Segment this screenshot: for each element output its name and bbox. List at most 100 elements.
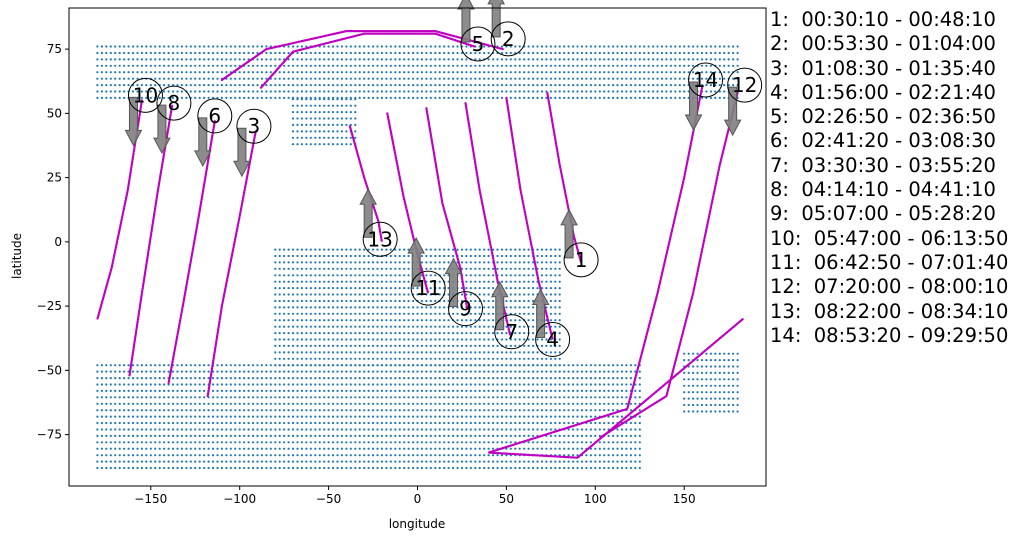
marker-label: 7	[505, 320, 518, 344]
arrow-down-icon	[233, 127, 251, 178]
marker-7: 7	[490, 280, 530, 350]
legend-entry: 11: 06:42:50 - 07:01:40	[770, 250, 1009, 274]
marker-1: 1	[560, 208, 599, 278]
marker-circle	[727, 67, 763, 103]
arrow-down-icon	[124, 96, 143, 147]
marker-2: 2	[487, 0, 526, 57]
track-5	[259, 32, 476, 89]
x-tick-label: 150	[673, 492, 696, 506]
legend-entry: 12: 07:20:00 - 08:00:10	[770, 275, 1009, 299]
marker-circle	[490, 21, 526, 57]
y-tick-label: 0	[54, 235, 62, 249]
marker-circle	[448, 291, 484, 327]
legend-entry: 14: 08:53:20 - 09:29:50	[770, 323, 1009, 347]
marker-9: 9	[444, 257, 484, 327]
arrow-up-icon	[457, 0, 475, 43]
track-2	[220, 30, 504, 82]
y-tick-label: 50	[47, 106, 62, 120]
marker-label: 12	[732, 73, 757, 97]
track-4	[505, 96, 554, 341]
marker-label: 6	[208, 104, 221, 128]
x-axis: −150 −100 −50 0 50 100 150	[134, 486, 696, 506]
land-region	[96, 364, 641, 470]
x-tick-label: 100	[584, 492, 607, 506]
marker-circle	[156, 85, 192, 121]
legend: 1: 00:30:10 - 00:48:10 2: 00:53:30 - 01:0…	[770, 8, 1008, 348]
arrow-down-icon	[193, 117, 212, 167]
track-9	[425, 107, 469, 310]
marker-13: 13	[359, 188, 398, 257]
marker-circle	[362, 221, 398, 257]
track-1	[546, 91, 583, 264]
legend-entry: 8: 04:14:10 - 04:41:10	[770, 178, 996, 202]
marker-label: 10	[133, 83, 158, 107]
land-region	[683, 352, 739, 413]
marker-label: 1	[575, 248, 588, 272]
marker-4: 4	[531, 288, 571, 358]
track-6	[167, 120, 216, 385]
x-tick-label: 50	[499, 492, 514, 506]
land-points	[96, 45, 739, 470]
arrow-up-icon	[407, 237, 426, 287]
track-11	[386, 112, 430, 295]
marker-circle	[494, 314, 530, 350]
x-axis-label: longitude	[389, 517, 446, 531]
track-lines	[96, 30, 744, 459]
legend-entry: 7: 03:30:30 - 03:55:20	[770, 153, 996, 177]
marker-circle	[535, 322, 571, 358]
track-14	[488, 86, 744, 459]
marker-label: 5	[472, 32, 485, 56]
legend-entry: 3: 01:08:30 - 01:35:40	[770, 56, 996, 80]
arrow-up-icon	[359, 188, 377, 238]
y-tick-label: −25	[37, 299, 62, 313]
arrow-up-icon	[490, 280, 509, 331]
marker-label: 3	[248, 114, 261, 138]
marker-3: 3	[233, 108, 272, 178]
land-region	[96, 45, 739, 99]
y-tick-label: −50	[37, 363, 62, 377]
legend-entry: 2: 00:53:30 - 01:04:00	[770, 32, 996, 56]
y-tick-label: 25	[47, 171, 62, 185]
y-tick-label: 75	[47, 42, 62, 56]
marker-12: 12	[723, 67, 763, 137]
marker-label: 9	[459, 297, 472, 321]
marker-10: 10	[124, 77, 163, 147]
arrow-up-icon	[487, 0, 506, 38]
legend-entry: 5: 02:26:50 - 02:36:50	[770, 105, 996, 129]
legend-entry: 9: 05:07:00 - 05:28:20	[770, 202, 996, 226]
x-tick-label: 0	[414, 492, 422, 506]
marker-circle	[563, 242, 599, 278]
marker-6: 6	[193, 98, 233, 167]
track-12	[599, 91, 739, 439]
track-10	[96, 99, 143, 321]
legend-entry: 4: 01:56:00 - 02:21:40	[770, 80, 996, 104]
marker-circle	[197, 98, 233, 134]
arrow-up-icon	[444, 257, 463, 308]
legend-entry: 10: 05:47:00 - 06:13:50	[770, 226, 1009, 250]
arrow-up-icon	[531, 288, 550, 339]
marker-circle	[236, 108, 272, 144]
x-tick-label: −100	[223, 492, 256, 506]
marker-label: 4	[546, 328, 559, 352]
legend-entry: 6: 02:41:20 - 03:08:30	[770, 129, 996, 153]
marker-11: 11	[407, 237, 446, 306]
marker-label: 11	[415, 276, 440, 300]
x-tick-label: −150	[134, 492, 167, 506]
legend-entry: 1: 00:30:10 - 00:48:10	[770, 8, 996, 31]
marker-circle	[688, 62, 724, 98]
marker-label: 13	[367, 227, 392, 251]
marker-circle	[127, 77, 163, 113]
arrow-down-icon	[723, 86, 742, 137]
marker-circle	[410, 270, 446, 306]
marker-circle	[460, 26, 496, 62]
marker-14: 14	[684, 62, 724, 132]
arrow-down-icon	[684, 81, 703, 132]
marker-label: 8	[168, 91, 181, 115]
track-3	[206, 130, 257, 398]
y-axis: 75 50 25 0 −25 −50 −75	[37, 42, 69, 442]
marker-label: 14	[693, 68, 718, 92]
x-tick-label: −50	[316, 492, 341, 506]
marker-label: 2	[502, 27, 515, 51]
legend-entry: 13: 08:22:00 - 08:34:10	[770, 299, 1009, 323]
